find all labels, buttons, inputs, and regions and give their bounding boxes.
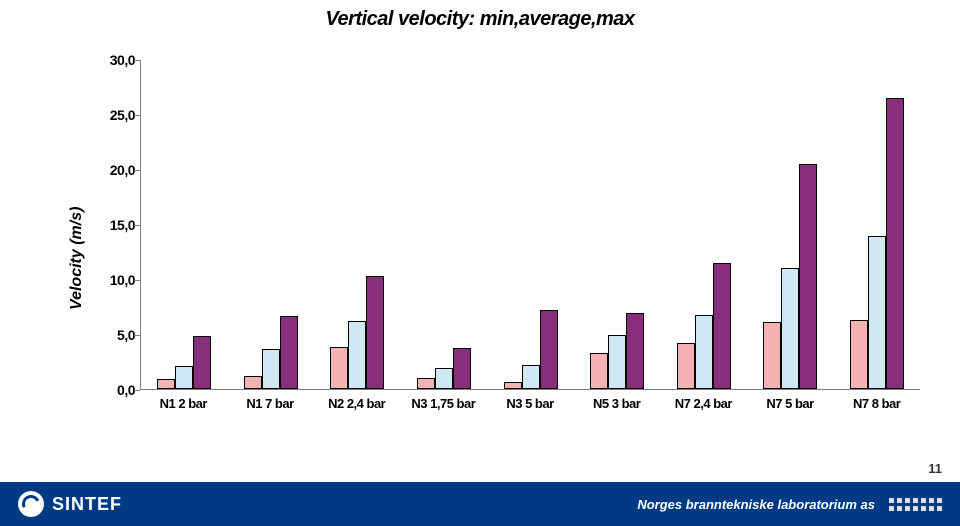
bar-min [590,353,608,389]
y-tick-label: 20,0 [100,162,135,178]
slide: Vertical velocity: min,average,max Veloc… [0,0,960,526]
dots-icon [889,498,942,511]
y-tick-label: 30,0 [100,52,135,68]
footer-bar: SINTEF Norges branntekniske laboratorium… [0,482,960,526]
y-tick-label: 0,0 [100,382,135,398]
bar-group [487,60,574,389]
bar-max [193,336,211,389]
chart-title: Vertical velocity: min,average,max [0,8,960,31]
bar-max [626,313,644,389]
bar-average [695,315,713,389]
y-tick-label: 25,0 [100,107,135,123]
bar-group [660,60,747,389]
bar-group [834,60,921,389]
x-label: N1 2 bar [140,396,227,420]
bar-max [713,263,731,390]
logo-text: SINTEF [52,494,122,515]
footer-org-text: Norges branntekniske laboratorium as [637,497,875,512]
x-label: N7 5 bar [747,396,834,420]
bar-average [262,349,280,389]
x-label: N7 8 bar [833,396,920,420]
logo-icon [18,491,44,517]
y-tick-mark [134,390,140,391]
bar-average [175,366,193,389]
bar-min [244,376,262,389]
bar-max [366,276,384,389]
bar-min [157,379,175,389]
bar-max [886,98,904,390]
bar-group [228,60,315,389]
chart-area: Velocity (m/s) 0,05,010,015,020,025,030,… [50,60,930,420]
bar-average [435,368,453,389]
bar-min [763,322,781,389]
x-label: N5 3 bar [573,396,660,420]
y-axis-label: Velocity (m/s) [68,207,86,310]
bar-average [868,236,886,389]
bar-min [677,343,695,389]
bar-min [504,382,522,389]
logo: SINTEF [18,491,122,517]
y-tick-label: 10,0 [100,272,135,288]
bar-max [799,164,817,390]
bar-min [330,347,348,389]
y-tick-label: 5,0 [100,327,135,343]
x-label: N1 7 bar [227,396,314,420]
x-label: N2 2,4 bar [313,396,400,420]
page-number: 11 [928,461,942,476]
bar-average [348,321,366,389]
x-label: N7 2,4 bar [660,396,747,420]
bar-groups [141,60,920,389]
bar-group [574,60,661,389]
bar-average [522,365,540,389]
x-label: N3 5 bar [487,396,574,420]
x-label: N3 1,75 bar [400,396,487,420]
bar-group [401,60,488,389]
bar-group [141,60,228,389]
plot-area [140,60,920,390]
bar-average [781,268,799,389]
bar-max [453,348,471,389]
bar-min [417,378,435,389]
bar-max [280,316,298,389]
bar-group [314,60,401,389]
bar-group [747,60,834,389]
bar-average [608,335,626,389]
bar-min [850,320,868,389]
bar-max [540,310,558,389]
y-tick-label: 15,0 [100,217,135,233]
x-labels: N1 2 barN1 7 barN2 2,4 barN3 1,75 barN3 … [140,396,920,420]
